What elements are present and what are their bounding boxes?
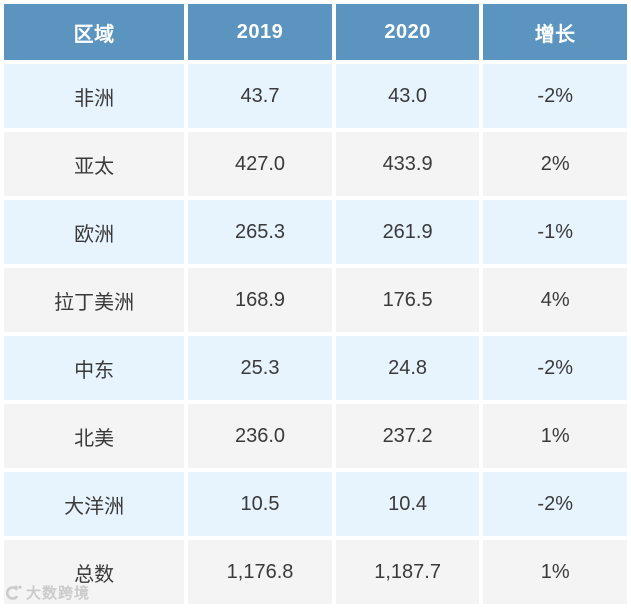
- cell-2019: 265.3: [188, 200, 332, 264]
- header-row: 区域 2019 2020 增长: [4, 4, 627, 60]
- cell-2019: 236.0: [188, 404, 332, 468]
- cell-growth: 4%: [483, 268, 627, 332]
- table-row: 大洋洲 10.5 10.4 -2%: [4, 472, 627, 536]
- cell-2020: 176.5: [335, 268, 480, 332]
- cell-growth: 1%: [483, 540, 627, 604]
- cell-region: 北美: [4, 404, 185, 468]
- cell-region: 非洲: [4, 64, 185, 128]
- header-cell-2019: 2019: [188, 4, 332, 60]
- cell-2020: 1,187.7: [335, 540, 480, 604]
- cell-2020: 24.8: [335, 336, 480, 400]
- cell-2020: 433.9: [335, 132, 480, 196]
- table-row: 拉丁美洲 168.9 176.5 4%: [4, 268, 627, 332]
- cell-growth: 2%: [483, 132, 627, 196]
- cell-region: 大洋洲: [4, 472, 185, 536]
- table-body: 非洲 43.7 43.0 -2% 亚太 427.0 433.9 2% 欧洲 26…: [4, 64, 627, 604]
- cell-growth: -2%: [483, 336, 627, 400]
- cell-region: 总数: [4, 540, 185, 604]
- cell-2020: 261.9: [335, 200, 480, 264]
- cell-region: 中东: [4, 336, 185, 400]
- cell-growth: -2%: [483, 64, 627, 128]
- cell-2019: 43.7: [188, 64, 332, 128]
- table-header: 区域 2019 2020 增长: [4, 4, 627, 60]
- cell-2019: 1,176.8: [188, 540, 332, 604]
- table-row: 中东 25.3 24.8 -2%: [4, 336, 627, 400]
- cell-growth: 1%: [483, 404, 627, 468]
- cell-region: 亚太: [4, 132, 185, 196]
- header-cell-2020: 2020: [335, 4, 480, 60]
- cell-region: 欧洲: [4, 200, 185, 264]
- cell-2020: 237.2: [335, 404, 480, 468]
- cell-2020: 10.4: [335, 472, 480, 536]
- cell-2019: 427.0: [188, 132, 332, 196]
- cell-2019: 10.5: [188, 472, 332, 536]
- table-row: 北美 236.0 237.2 1%: [4, 404, 627, 468]
- cell-growth: -2%: [483, 472, 627, 536]
- table-row: 总数 1,176.8 1,187.7 1%: [4, 540, 627, 604]
- table-row: 非洲 43.7 43.0 -2%: [4, 64, 627, 128]
- cell-growth: -1%: [483, 200, 627, 264]
- header-cell-region: 区域: [4, 4, 185, 60]
- table-row: 欧洲 265.3 261.9 -1%: [4, 200, 627, 264]
- cell-2019: 168.9: [188, 268, 332, 332]
- cell-region: 拉丁美洲: [4, 268, 185, 332]
- cell-2020: 43.0: [335, 64, 480, 128]
- cell-2019: 25.3: [188, 336, 332, 400]
- table-row: 亚太 427.0 433.9 2%: [4, 132, 627, 196]
- header-cell-growth: 增长: [483, 4, 627, 60]
